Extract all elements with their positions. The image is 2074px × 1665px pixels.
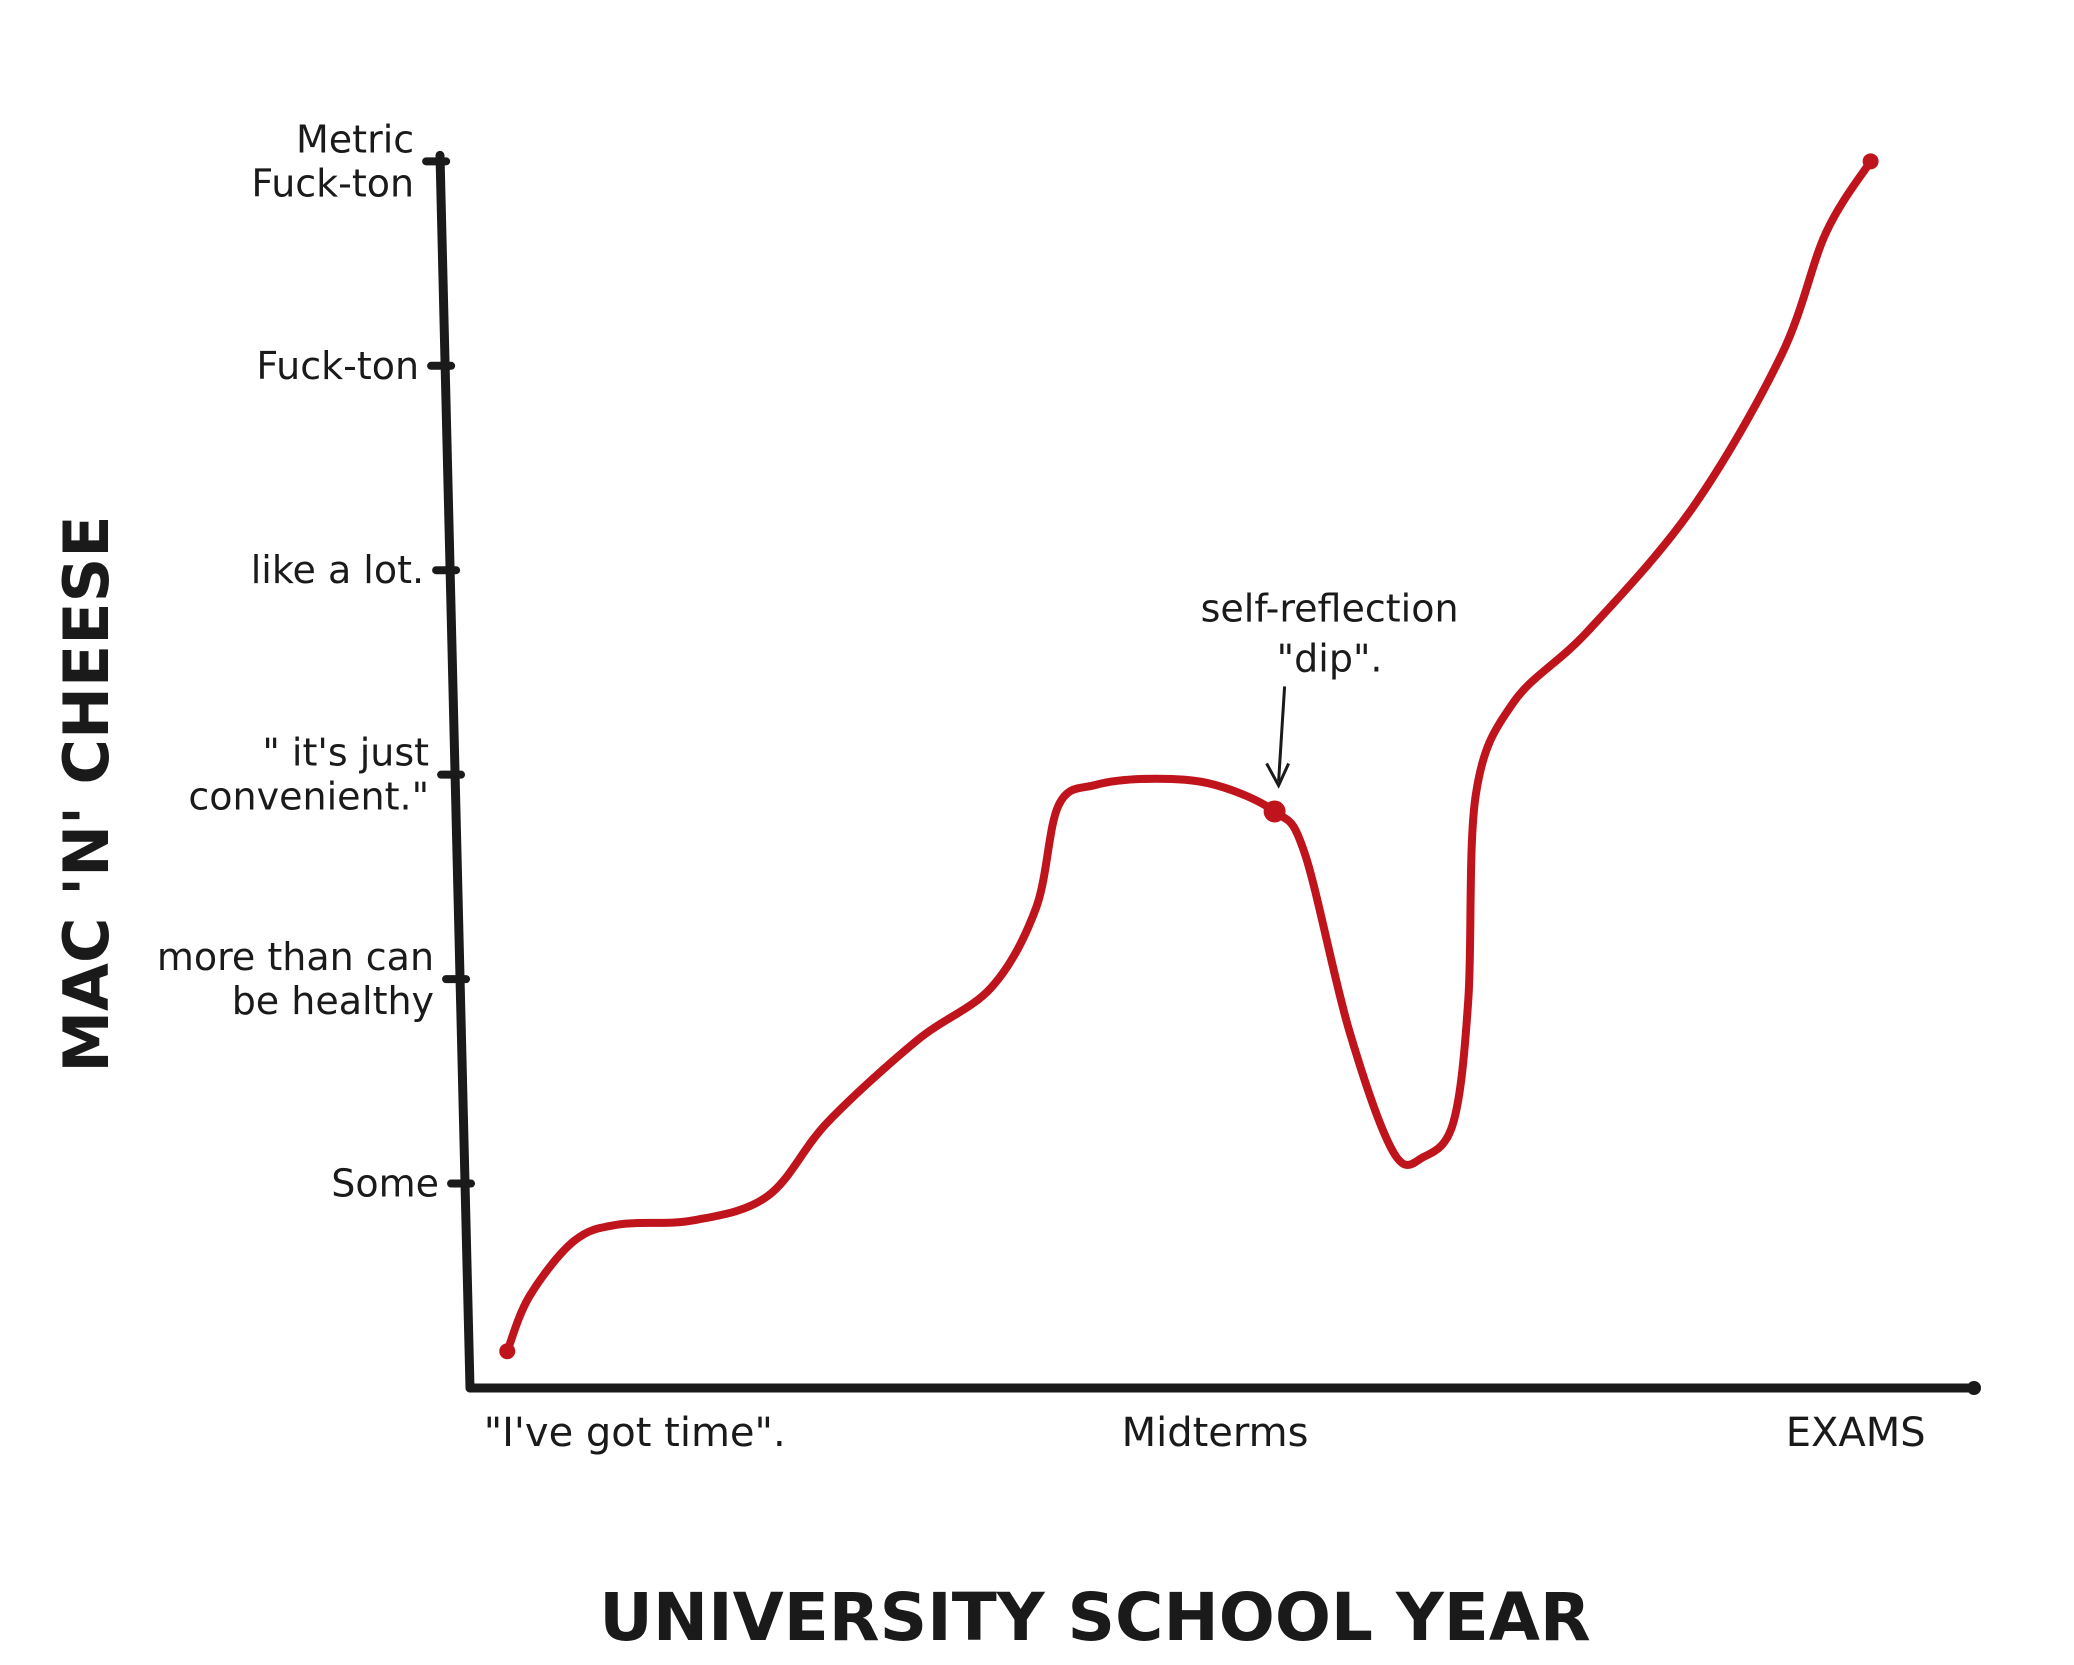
y-tick-label: Some — [331, 1162, 439, 1206]
x-tick-label: "I've got time". — [484, 1410, 786, 1456]
y-tick-label: more than can be healthy — [157, 935, 434, 1023]
annotation-text-line2: "dip". — [1277, 636, 1383, 680]
annotation-marker — [1263, 800, 1286, 823]
series-line — [503, 157, 1875, 1356]
x-ticks: "I've got time". Midterms EXAMS — [484, 1410, 1926, 1456]
x-axis-arrow-dot — [1967, 1381, 1981, 1395]
x-tick-label: EXAMS — [1786, 1410, 1926, 1456]
y-axis-title: MAC 'N' CHEESE — [50, 515, 123, 1072]
series — [499, 153, 1879, 1360]
y-tick-label: like a lot. — [251, 548, 424, 592]
annotation-arrow — [1277, 686, 1287, 782]
annotation-arrowhead — [1265, 762, 1290, 789]
x-tick-label: Midterms — [1122, 1410, 1309, 1456]
series-start-point — [499, 1343, 516, 1360]
axes — [435, 150, 1981, 1395]
y-tick-label: Fuck-ton — [256, 344, 419, 388]
x-axis-title: UNIVERSITY SCHOOL YEAR — [599, 1579, 1590, 1656]
y-tick-label: Metric Fuck-ton — [251, 117, 414, 205]
series-end-point — [1862, 153, 1879, 170]
annotation: self-reflection "dip". — [1201, 586, 1459, 823]
y-ticks: Some more than can be healthy " it's just co… — [157, 117, 476, 1206]
annotation-text-line1: self-reflection — [1201, 586, 1459, 630]
y-tick-label: " it's just convenient." — [188, 731, 429, 819]
